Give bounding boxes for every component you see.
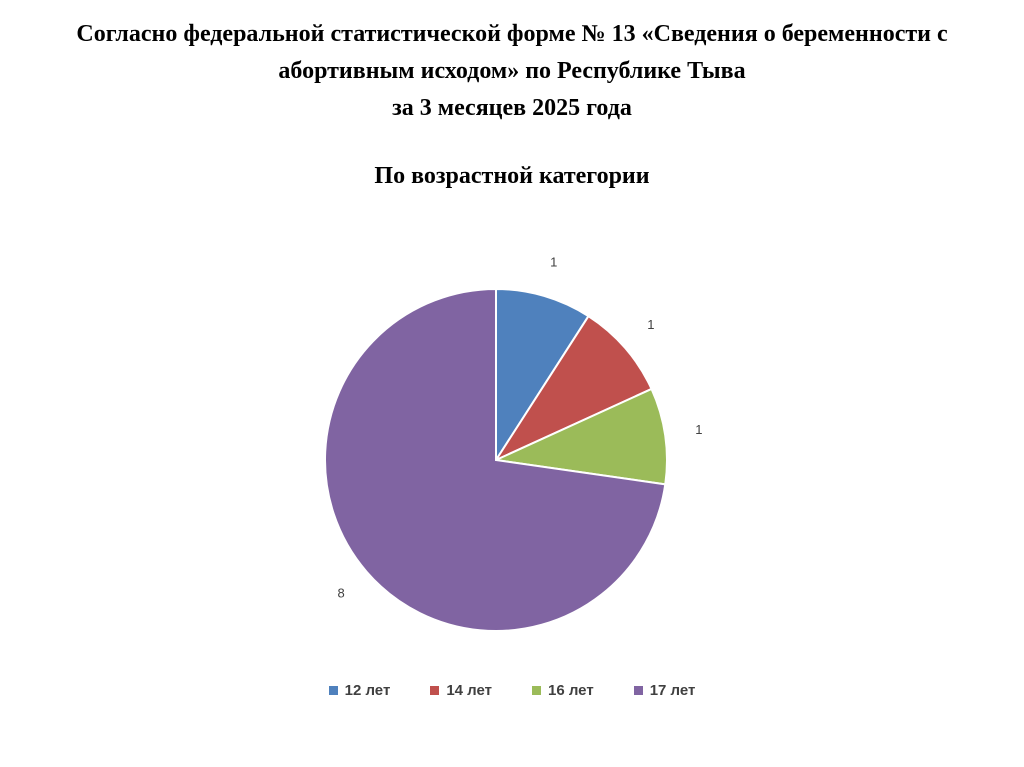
slide-title: Согласно федеральной статистической форм… bbox=[0, 16, 1024, 127]
pie-data-label-3: 1 bbox=[695, 422, 702, 437]
legend-item-3: 16 лет bbox=[532, 682, 594, 699]
legend-swatch-2 bbox=[430, 686, 440, 695]
chart-legend: 12 лет 14 лет 16 лет 17 лет bbox=[0, 682, 1024, 699]
legend-item-2: 14 лет bbox=[430, 682, 492, 699]
pie-slice-4 bbox=[324, 287, 667, 632]
legend-swatch-4 bbox=[633, 686, 643, 695]
title-line-3: за 3 месяцев 2025 года bbox=[392, 95, 632, 121]
chart-title: По возрастной категории bbox=[374, 163, 650, 189]
pie-slice-3 bbox=[492, 387, 668, 486]
legend-label-4: 17 лет bbox=[649, 682, 696, 699]
legend-item-4: 17 лет bbox=[633, 682, 696, 699]
legend-label-1: 12 лет bbox=[344, 682, 391, 699]
legend-swatch-1 bbox=[328, 686, 338, 695]
title-line-1: Согласно федеральной статистической форм… bbox=[76, 21, 948, 47]
pie-slice-2 bbox=[493, 314, 653, 463]
pie-data-label-4: 8 bbox=[337, 586, 344, 601]
pie-data-label-2: 1 bbox=[647, 317, 654, 332]
pie-data-label-1: 1 bbox=[550, 255, 557, 270]
title-line-2: абортивным исходом» по Республике Тыва bbox=[278, 58, 746, 84]
pie-slice-1 bbox=[495, 287, 590, 464]
legend-label-2: 14 лет bbox=[446, 682, 492, 699]
legend-swatch-3 bbox=[532, 686, 541, 695]
legend-item-1: 12 лет bbox=[328, 682, 391, 699]
legend-label-3: 16 лет bbox=[548, 682, 594, 699]
